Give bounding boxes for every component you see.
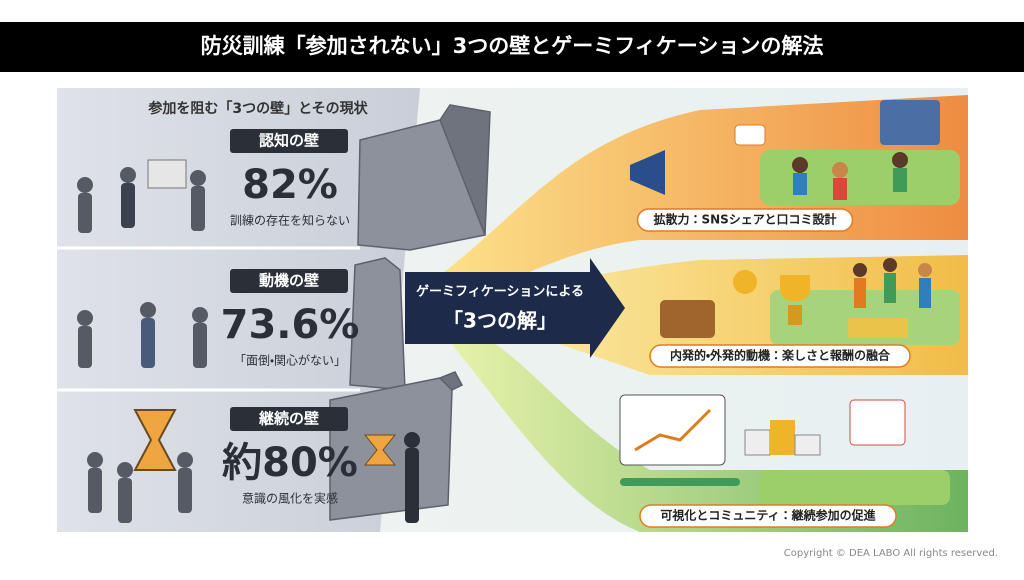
- solution-pill: [649, 344, 911, 368]
- wall-label-bg: [230, 407, 348, 431]
- wall-caption: 「面倒・関心がない」: [234, 353, 346, 368]
- wall-label: 動機の壁: [259, 272, 319, 290]
- title: 防災訓練「参加されない」3つの壁とゲーミフィケーションの解法: [201, 34, 824, 58]
- hourglass-icon: [363, 434, 397, 466]
- center-line2: 「3つの解」: [443, 309, 557, 333]
- walls: [329, 104, 491, 521]
- wall-stat: 82%: [242, 162, 338, 208]
- wall-label-bg: [230, 269, 348, 293]
- copyright: Copyright © DEA LABO All rights reserved…: [784, 548, 998, 559]
- solutions: 拡散力：SNSシェアと口コミ設計内発的・外発的動機：楽しさと報酬の融合可視化とコ…: [636, 208, 911, 528]
- solution-pill: [639, 504, 897, 528]
- people: [77, 159, 420, 523]
- wall-label: 継続の壁: [258, 410, 319, 428]
- wall-stat: 73.6%: [221, 302, 360, 348]
- wall-caption: 意識の風化を実感: [242, 491, 338, 506]
- solution-label: 拡散力：SNSシェアと口コミ設計: [653, 212, 836, 227]
- solution-label: 内発的・外発的動機：楽しさと報酬の融合: [670, 348, 891, 363]
- scene-community: [619, 394, 950, 505]
- scene-rewards: [660, 258, 960, 345]
- wall-label: 認知の壁: [259, 132, 319, 150]
- center-line1: ゲーミフィケーションによる: [416, 284, 584, 300]
- hourglass-icon: [133, 409, 177, 471]
- wall-caption: 訓練の存在を知らない: [230, 214, 350, 228]
- stream: [420, 95, 968, 305]
- solution-pill: [636, 208, 854, 232]
- left-heading: 参加を阻む「3つの壁」とその現状: [147, 100, 368, 117]
- wall-stat: 約80%: [222, 440, 358, 486]
- title-bar: [0, 22, 1024, 72]
- wall-label-bg: [230, 129, 348, 153]
- center-arrow: [405, 258, 625, 358]
- solution-label: 可視化とコミュニティ：継続参加の促進: [660, 508, 875, 523]
- scene-sns: [630, 100, 960, 205]
